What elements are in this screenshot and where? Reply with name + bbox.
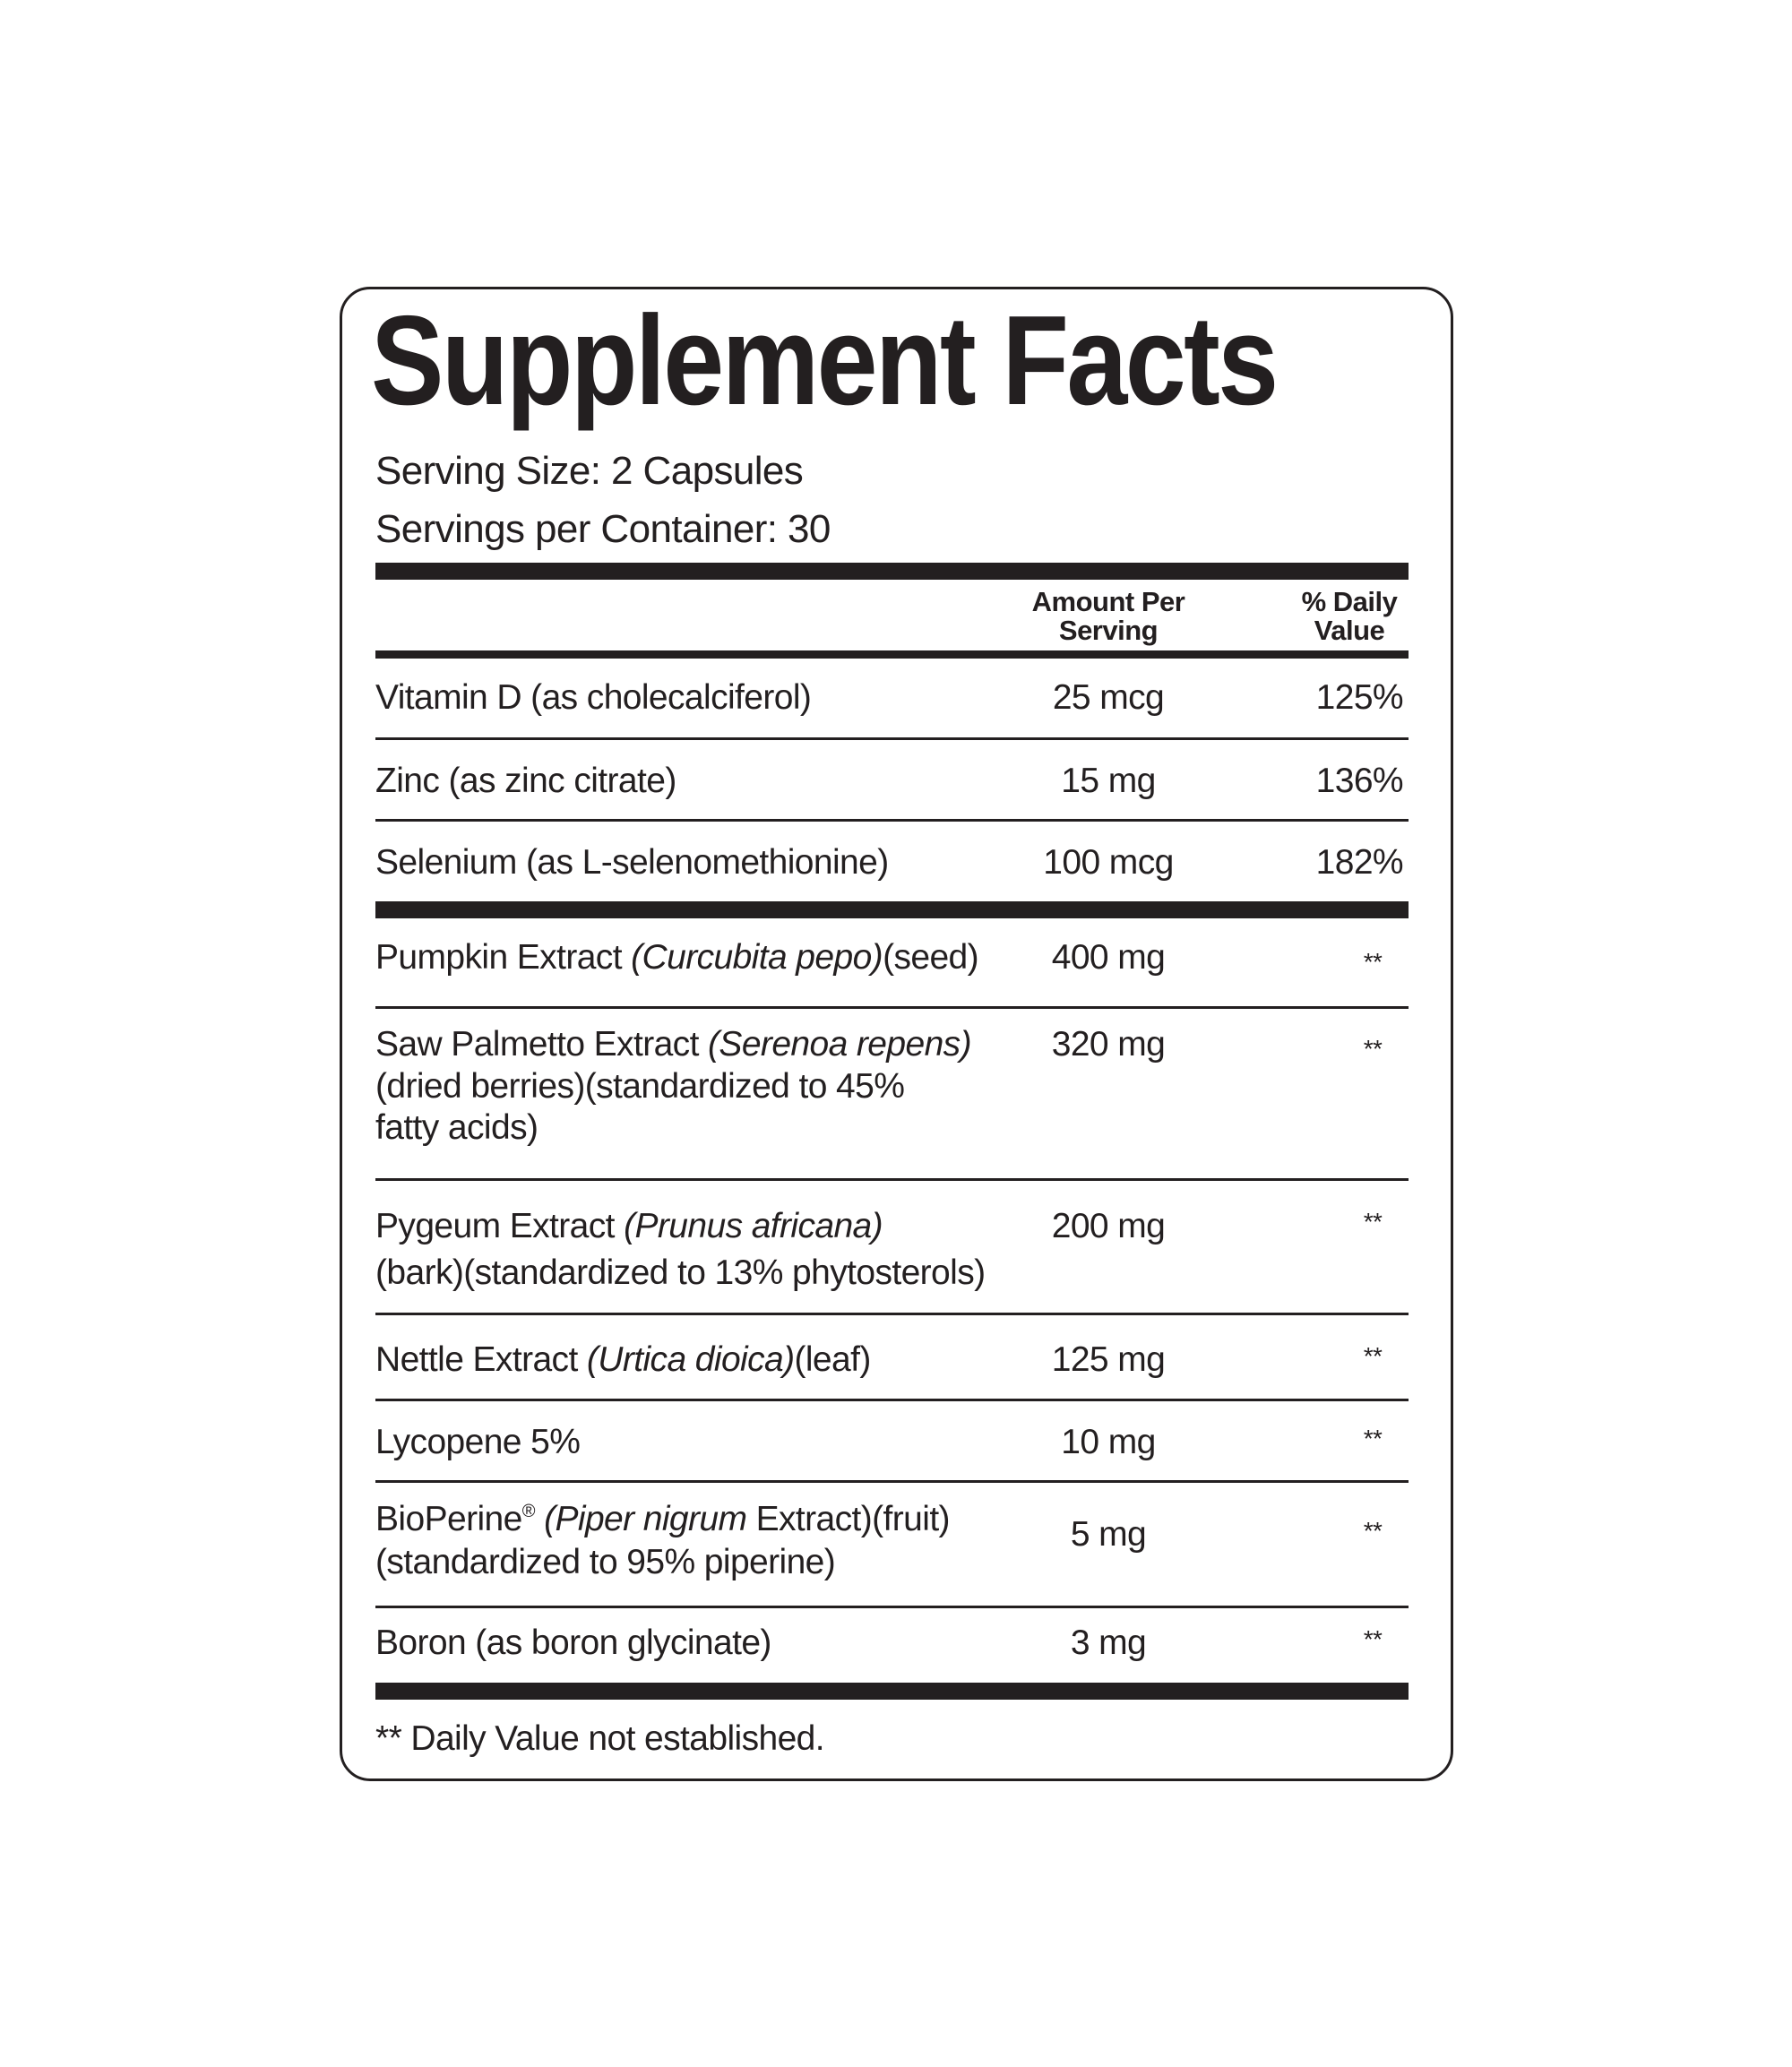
header-daily-value: % Daily Value	[1301, 586, 1398, 646]
divider-thin	[375, 737, 1409, 740]
nutrient-name: Vitamin D (as cholecalciferol)	[375, 678, 812, 717]
nutrient-dv: 136%	[1315, 762, 1404, 800]
nutrient-dv: 125%	[1315, 678, 1404, 717]
divider-thick	[375, 563, 1409, 580]
ingredient-name: BioPerine® (Piper nigrum Extract)(fruit)	[375, 1500, 951, 1538]
ingredient-dv: **	[1363, 1342, 1383, 1370]
ingredient-amount: 5 mg	[1070, 1515, 1147, 1554]
divider-thick	[375, 901, 1409, 918]
ingredient-name-line2: (bark)(standardized to 13% phytosterols)	[375, 1253, 986, 1292]
ingredient-amount: 3 mg	[1070, 1623, 1147, 1662]
divider-thin	[375, 1313, 1409, 1315]
servings-per-container: Servings per Container: 30	[375, 507, 831, 551]
ingredient-dv: **	[1363, 1035, 1383, 1063]
nutrient-amount: 25 mcg	[1052, 678, 1165, 717]
nutrient-amount: 15 mg	[1061, 762, 1156, 800]
ingredient-name: Saw Palmetto Extract (Serenoa repens)	[375, 1025, 972, 1064]
footnote: ** Daily Value not established.	[375, 1719, 825, 1758]
label-title: Supplement Facts	[371, 289, 1279, 432]
ingredient-dv: **	[1363, 1517, 1383, 1545]
ingredient-dv: **	[1363, 1425, 1383, 1452]
ingredient-name-line2: (standardized to 95% piperine)	[375, 1543, 836, 1581]
nutrient-name: Zinc (as zinc citrate)	[375, 762, 676, 800]
divider-thin	[375, 1178, 1409, 1181]
nutrient-name: Selenium (as L-selenomethionine)	[375, 843, 889, 882]
ingredient-name: Pumpkin Extract (Curcubita pepo)(seed)	[375, 938, 979, 977]
ingredient-name-line2: (dried berries)(standardized to 45%	[375, 1067, 905, 1106]
ingredient-amount: 125 mg	[1051, 1340, 1166, 1379]
header-amount-per-serving: Amount Per Serving	[1031, 586, 1185, 646]
ingredient-dv: **	[1363, 1208, 1383, 1236]
serving-size: Serving Size: 2 Capsules	[375, 449, 804, 493]
divider-thin	[375, 819, 1409, 822]
ingredient-name: Pygeum Extract (Prunus africana)	[375, 1207, 883, 1245]
ingredient-amount: 400 mg	[1051, 938, 1166, 977]
ingredient-name-line3: fatty acids)	[375, 1108, 538, 1147]
ingredient-dv: **	[1363, 1625, 1383, 1653]
ingredient-name: Boron (as boron glycinate)	[375, 1623, 771, 1662]
ingredient-amount: 200 mg	[1051, 1207, 1166, 1245]
divider-thick	[375, 1683, 1409, 1700]
divider-medium	[375, 650, 1409, 659]
divider-thin	[375, 1399, 1409, 1401]
divider-thin	[375, 1480, 1409, 1483]
ingredient-dv: **	[1363, 948, 1383, 976]
ingredient-amount: 320 mg	[1051, 1025, 1166, 1064]
ingredient-amount: 10 mg	[1061, 1423, 1156, 1461]
ingredient-name: Nettle Extract (Urtica dioica)(leaf)	[375, 1340, 871, 1379]
nutrient-dv: 182%	[1315, 843, 1404, 882]
label-border	[340, 287, 1453, 1781]
nutrient-amount: 100 mcg	[1043, 843, 1174, 882]
divider-thin	[375, 1006, 1409, 1009]
ingredient-name: Lycopene 5%	[375, 1423, 581, 1461]
divider-thin	[375, 1606, 1409, 1608]
